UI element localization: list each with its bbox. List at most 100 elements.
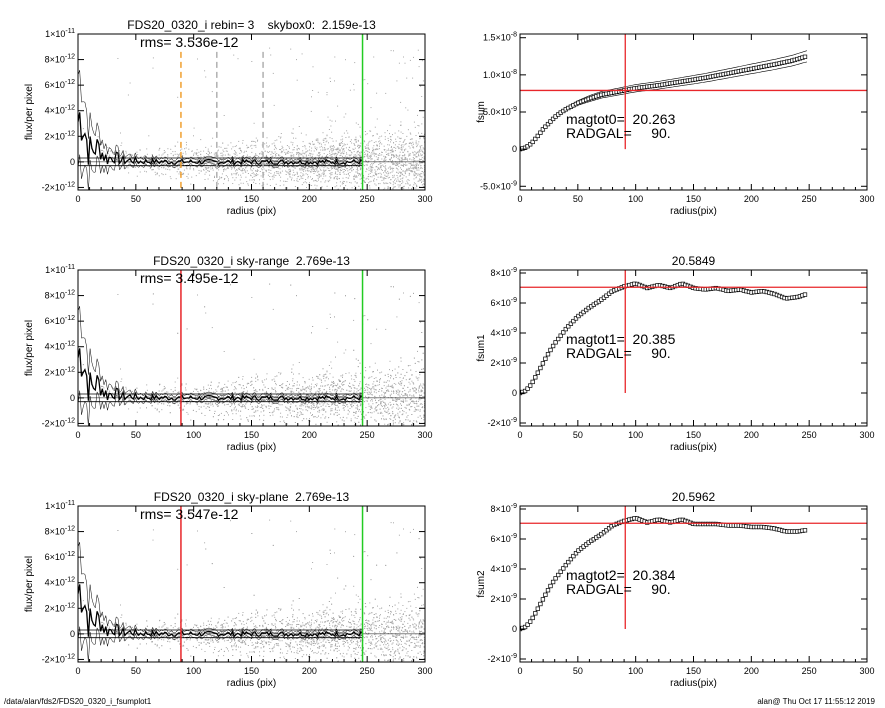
profile-3-ytick-label: 4×10-12 — [45, 577, 76, 588]
fsum-2-panel: 0 50 100 150 200 250 300-2×10-902×10-94×10-96×… — [476, 254, 875, 453]
profile-2-plot-area — [78, 270, 425, 426]
profile-1-profile-line — [78, 112, 363, 166]
data-point — [525, 386, 530, 391]
fsum-2-xlabel: radius(pix) — [670, 442, 717, 453]
profile-1-plot-area — [78, 34, 425, 190]
fsum-3-ytick-label: 6×10-9 — [490, 533, 517, 544]
data-point — [535, 606, 540, 611]
profile-1-xtick-label: 200 — [302, 194, 317, 204]
profile-3-xtick-label: 300 — [417, 666, 432, 676]
fsum-3-xtick-label: 50 — [573, 666, 583, 676]
fsum-2-annotation-1: RADGAL= 90. — [566, 345, 671, 361]
data-point — [553, 576, 558, 581]
profile-2-xlabel: radius (pix) — [227, 442, 276, 453]
fsum-3-xtick-label: 300 — [859, 666, 874, 676]
data-point — [540, 361, 546, 366]
profile-2-profile-line — [78, 348, 363, 402]
profile-1-ytick-label: 6×10-12 — [45, 79, 76, 90]
profile-2-pixel-scatter — [82, 283, 425, 426]
profile-1-lower-envelope — [78, 154, 363, 190]
data-point — [568, 321, 574, 326]
data-point — [550, 116, 556, 122]
profile-1-ytick-label: 1×10-11 — [45, 28, 75, 39]
data-point — [561, 566, 566, 571]
data-point — [561, 330, 566, 335]
data-point — [548, 119, 553, 124]
data-point — [548, 347, 553, 353]
fsum-3-title: 20.5962 — [672, 490, 716, 504]
data-point — [548, 583, 553, 589]
profile-2-xtick-label: 0 — [75, 430, 80, 440]
data-point — [571, 553, 576, 559]
profile-2-ytick-label: 1×10-11 — [45, 264, 75, 275]
fsum-3-annotation-1: RADGAL= 90. — [566, 581, 671, 597]
data-point — [543, 356, 548, 361]
data-point — [550, 579, 556, 585]
profile-2-xtick-label: 250 — [360, 430, 375, 440]
profile-2-lower-envelope — [78, 390, 363, 426]
fsum-3-plot-area — [520, 506, 867, 632]
data-point — [545, 588, 551, 593]
data-point — [566, 559, 571, 565]
fsum-2-annotation-0: magtot1= 20.385 — [566, 331, 676, 347]
fsum-1-xtick-label: 300 — [859, 194, 874, 204]
fsum-3-xtick-label: 250 — [802, 666, 817, 676]
data-point — [545, 121, 551, 127]
data-point — [553, 340, 558, 345]
fsum-3-ytick-label: 4×10-9 — [490, 563, 517, 574]
profile-1-upper-envelope — [78, 70, 363, 162]
data-point — [556, 336, 561, 342]
profile-1-xlabel: radius (pix) — [227, 206, 276, 217]
profile-3-lower-envelope — [78, 626, 363, 662]
fsum-2-xtick-label: 100 — [628, 430, 643, 440]
data-point — [568, 556, 574, 562]
profile-2-ytick-label: 2×10-12 — [45, 366, 76, 377]
fsum-1-ytick-label: 0 — [512, 144, 517, 154]
profile-2-ylabel: flux/per pixel — [24, 320, 35, 376]
profile-3-xlabel: radius (pix) — [227, 678, 276, 689]
fsum-2-title: 20.5849 — [672, 254, 716, 268]
data-point — [538, 601, 543, 607]
fsum-2-xtick-label: 300 — [859, 430, 874, 440]
footer-path: /data/alan/fds2/FDS20_0320_i_fsumplot1 — [4, 697, 152, 706]
data-point — [535, 133, 540, 139]
fsum-2-xtick-label: 150 — [686, 430, 701, 440]
data-point — [528, 142, 533, 147]
profile-1-rms-annotation: rms= 3.536e-12 — [140, 34, 239, 50]
profile-2-xtick-label: 300 — [417, 430, 432, 440]
data-point — [563, 326, 568, 332]
fsum-1-xtick-label: 150 — [686, 194, 701, 204]
profile-2-ytick-label: 4×10-12 — [45, 341, 76, 352]
fsum-2-xtick-label: 0 — [517, 430, 522, 440]
fsum-2-ytick-label: 4×10-9 — [490, 327, 517, 338]
profile-1-pixel-scatter — [82, 47, 425, 190]
fsum-3-ytick-label: 0 — [512, 624, 517, 634]
data-point — [563, 562, 568, 568]
profile-3-xtick-label: 150 — [244, 666, 259, 676]
profile-2-xtick-label: 50 — [131, 430, 141, 440]
fsum-2-ytick-label: 8×10-9 — [490, 267, 517, 278]
profile-3-ytick-label: 8×10-12 — [45, 526, 76, 537]
profile-2-upper-envelope — [78, 306, 363, 398]
profile-2-xtick-label: 200 — [302, 430, 317, 440]
profile-3-ytick-label: -2×10-12 — [42, 653, 76, 664]
fsum-1-ytick-label: -5.0×10-9 — [480, 180, 517, 191]
data-point — [543, 592, 548, 597]
fsum-1-xlabel: radius(pix) — [670, 206, 717, 217]
fsum-1-ytick-label: 5.0×10-9 — [483, 106, 517, 117]
fsum-2-plot-area — [520, 270, 867, 396]
profile-1-panel: 0 50 100 150 200 250 300 -2×10-12 0 2×10-12 4×10-1… — [24, 18, 433, 217]
data-point — [535, 370, 540, 375]
profile-1-ytick-label: 4×10-12 — [45, 105, 76, 116]
profile-3-panel: 0 50 100 150 200 250 300 -2×10-12 0 2×10-12 4×10-1… — [24, 490, 433, 689]
data-point — [558, 569, 563, 574]
fsum-2-ylabel: fsum1 — [476, 334, 487, 362]
fsum-1-xtick-label: 250 — [802, 194, 817, 204]
data-point — [530, 615, 535, 621]
profile-1-xtick-label: 0 — [75, 194, 80, 204]
profile-1-ytick-label: 2×10-12 — [45, 130, 76, 141]
data-point — [540, 597, 546, 602]
fsum-3-annotation-0: magtot2= 20.384 — [566, 567, 676, 583]
data-point — [543, 124, 548, 129]
